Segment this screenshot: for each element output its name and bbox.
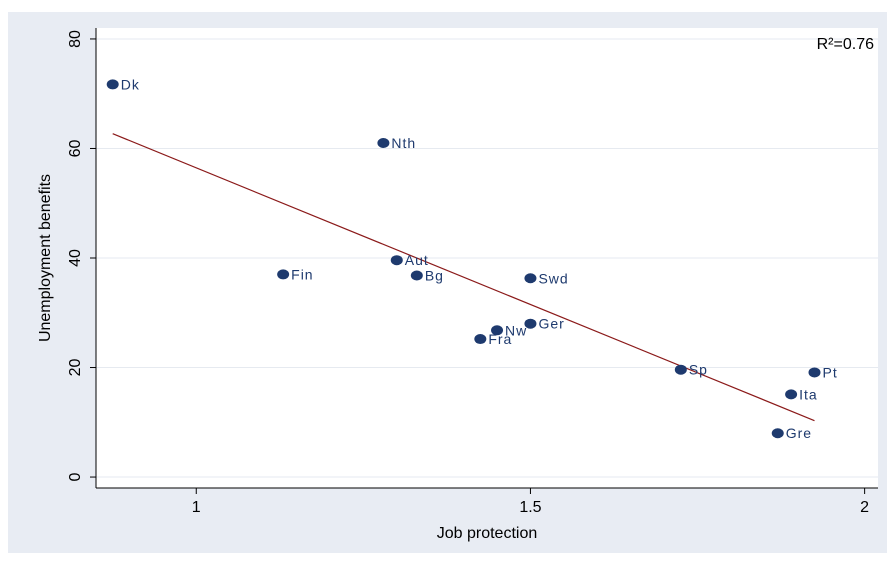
data-point-label-swd: Swd	[538, 270, 568, 286]
y-tick-label: 60	[67, 139, 84, 157]
data-point-fra	[474, 334, 487, 345]
fit-line-layer	[112, 133, 815, 422]
data-point-label-ger: Ger	[538, 316, 564, 332]
data-point-ger	[524, 318, 537, 329]
y-tick-label: 0	[67, 473, 84, 482]
x-tick-label: 1	[192, 499, 201, 516]
axes: 0 20 40 60 80 1 1.5 2	[67, 28, 878, 516]
x-tick-label: 1.5	[519, 499, 541, 516]
fit-line	[112, 133, 815, 422]
data-point-label-gre: Gre	[786, 425, 812, 441]
data-point-nth	[377, 138, 390, 148]
r-squared-annotation: R²=0.76	[817, 36, 874, 53]
x-axis-title: Job protection	[437, 525, 538, 542]
x-tick-label: 2	[860, 499, 869, 516]
data-point-aut	[390, 255, 403, 266]
y-tick-label: 40	[67, 249, 84, 267]
y-axis-title: Unemployment benefits	[37, 174, 54, 342]
y-tick-label: 80	[67, 30, 84, 48]
data-point-label-nw: Nw	[505, 322, 527, 338]
data-point-gre	[771, 428, 784, 439]
data-point-label-sp: Sp	[689, 362, 708, 378]
data-point-label-dk: Dk	[121, 76, 140, 92]
data-point-label-fin: Fin	[291, 266, 313, 282]
y-tick-label: 20	[67, 359, 84, 377]
data-point-label-fra: Fra	[488, 331, 512, 347]
data-point-sp	[674, 364, 687, 375]
data-point-label-nth: Nth	[391, 135, 416, 151]
data-point-bg	[410, 270, 423, 281]
data-point-pt	[808, 367, 821, 378]
data-point-nw	[491, 325, 504, 336]
data-point-label-bg: Bg	[425, 268, 444, 284]
data-point-label-ita: Ita	[799, 386, 818, 402]
data-point-swd	[524, 273, 537, 284]
data-point-label-aut: Aut	[405, 252, 429, 268]
data-point-label-pt: Pt	[823, 364, 838, 380]
data-point-ita	[785, 389, 798, 400]
gridlines	[96, 38, 878, 478]
data-point-dk	[106, 79, 119, 90]
data-point-fin	[277, 269, 290, 280]
